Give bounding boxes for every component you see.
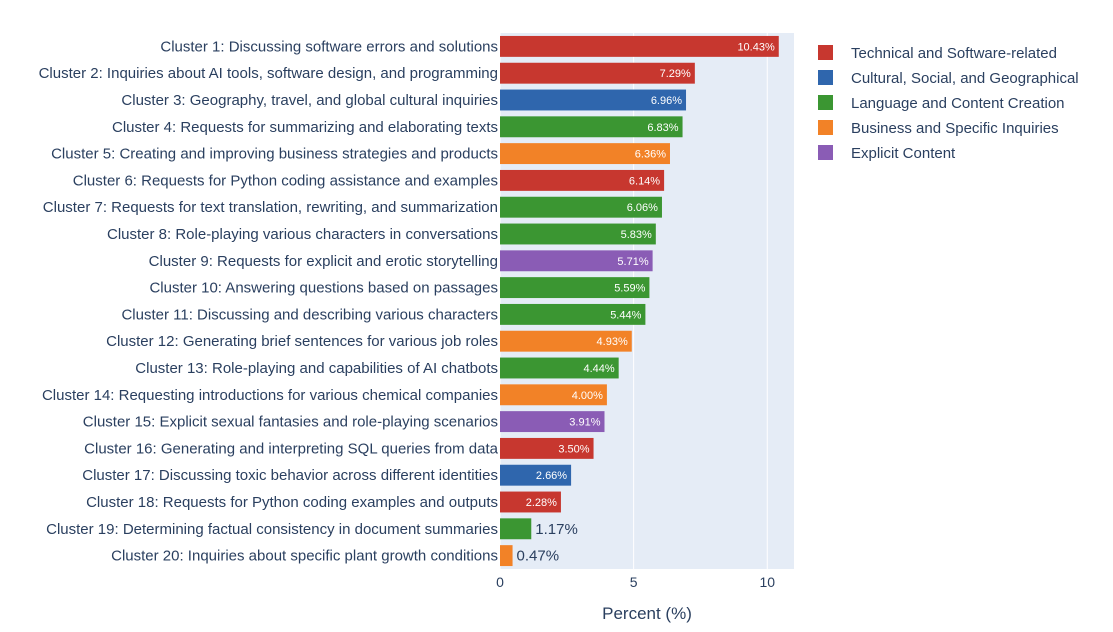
x-axis-title: Percent (%) — [602, 604, 692, 623]
category-label: Cluster 4: Requests for summarizing and … — [112, 119, 498, 136]
category-label: Cluster 5: Creating and improving busine… — [51, 146, 498, 163]
bar — [500, 384, 607, 406]
bar — [500, 169, 665, 191]
value-label: 5.59% — [614, 283, 645, 295]
value-label: 4.93% — [597, 336, 628, 348]
category-label: Cluster 15: Explicit sexual fantasies an… — [83, 414, 498, 431]
legend-label: Explicit Content — [851, 145, 956, 162]
legend-label: Business and Specific Inquiries — [851, 120, 1059, 137]
category-label: Cluster 20: Inquiries about specific pla… — [111, 548, 498, 565]
legend-item[interactable]: Cultural, Social, and Geographical — [818, 70, 1079, 87]
value-label: 6.06% — [627, 202, 658, 214]
legend-label: Cultural, Social, and Geographical — [851, 70, 1079, 87]
legend: Technical and Software-related Cultural, … — [818, 45, 1079, 162]
bar — [500, 303, 646, 325]
x-axis-ticks: 0 5 10 — [496, 574, 775, 590]
value-label: 7.29% — [660, 68, 691, 80]
value-label: 4.00% — [572, 390, 603, 402]
bar — [500, 196, 662, 218]
bar — [500, 250, 653, 272]
value-label: 2.28% — [526, 497, 557, 509]
value-labels: 10.43% 7.29% 6.96% 6.83% 6.36% 6.14% 6.06% 5.83… — [517, 41, 775, 564]
bar — [500, 223, 656, 245]
category-labels: Cluster 1: Discussing software errors an… — [39, 38, 499, 564]
bar — [500, 116, 683, 138]
value-label: 5.83% — [621, 229, 652, 241]
bar — [500, 545, 513, 567]
value-label: 3.91% — [569, 417, 600, 429]
category-label: Cluster 11: Discussing and describing va… — [121, 306, 498, 323]
value-label: 10.43% — [737, 41, 775, 53]
category-label: Cluster 3: Geography, travel, and global… — [121, 92, 498, 109]
legend-swatch — [818, 45, 833, 60]
legend-item[interactable]: Business and Specific Inquiries — [818, 120, 1059, 137]
value-label: 5.71% — [617, 256, 648, 268]
category-label: Cluster 1: Discussing software errors an… — [160, 38, 498, 55]
category-label: Cluster 9: Requests for explicit and ero… — [149, 253, 498, 270]
value-label: 2.66% — [536, 470, 567, 482]
x-tick-label: 5 — [630, 574, 638, 590]
value-label: 6.14% — [629, 175, 660, 187]
category-label: Cluster 8: Role-playing various characte… — [107, 226, 498, 243]
value-label: 1.17% — [535, 521, 578, 538]
value-label: 6.96% — [651, 95, 682, 107]
bar — [500, 464, 572, 486]
legend-label: Technical and Software-related — [851, 45, 1057, 62]
bar — [500, 437, 594, 459]
bar — [500, 330, 632, 352]
bar — [500, 35, 779, 57]
bar — [500, 411, 605, 433]
bar — [500, 89, 687, 111]
legend-swatch — [818, 145, 833, 160]
bar — [500, 143, 670, 165]
bar — [500, 491, 561, 513]
category-label: Cluster 7: Requests for text translation… — [43, 199, 498, 216]
legend-item[interactable]: Language and Content Creation — [818, 95, 1065, 112]
category-label: Cluster 2: Inquiries about AI tools, sof… — [39, 65, 498, 82]
plot-area — [500, 33, 794, 569]
category-label: Cluster 6: Requests for Python coding as… — [73, 172, 498, 189]
category-label: Cluster 13: Role-playing and capabilitie… — [135, 360, 498, 377]
legend-swatch — [818, 70, 833, 85]
value-label: 3.50% — [558, 443, 589, 455]
bar — [500, 277, 650, 299]
legend-item[interactable]: Explicit Content — [818, 145, 956, 162]
legend-item[interactable]: Technical and Software-related — [818, 45, 1057, 62]
x-tick-label: 10 — [759, 574, 775, 590]
category-label: Cluster 14: Requesting introductions for… — [42, 387, 498, 404]
bar — [500, 357, 619, 379]
bar — [500, 518, 532, 540]
category-label: Cluster 10: Answering questions based on… — [149, 280, 498, 297]
value-label: 0.47% — [517, 548, 560, 565]
value-label: 6.36% — [635, 149, 666, 161]
category-label: Cluster 18: Requests for Python coding e… — [86, 494, 498, 511]
x-tick-label: 0 — [496, 574, 504, 590]
value-label: 6.83% — [647, 122, 678, 134]
legend-label: Language and Content Creation — [851, 95, 1065, 112]
bar — [500, 62, 695, 84]
legend-swatch — [818, 95, 833, 110]
value-label: 4.44% — [583, 363, 614, 375]
category-label: Cluster 12: Generating brief sentences f… — [106, 333, 498, 350]
category-label: Cluster 17: Discussing toxic behavior ac… — [82, 467, 498, 484]
legend-swatch — [818, 120, 833, 135]
bars — [500, 35, 779, 567]
value-label: 5.44% — [610, 309, 641, 321]
category-label: Cluster 19: Determining factual consiste… — [46, 521, 498, 538]
category-label: Cluster 16: Generating and interpreting … — [84, 440, 498, 457]
